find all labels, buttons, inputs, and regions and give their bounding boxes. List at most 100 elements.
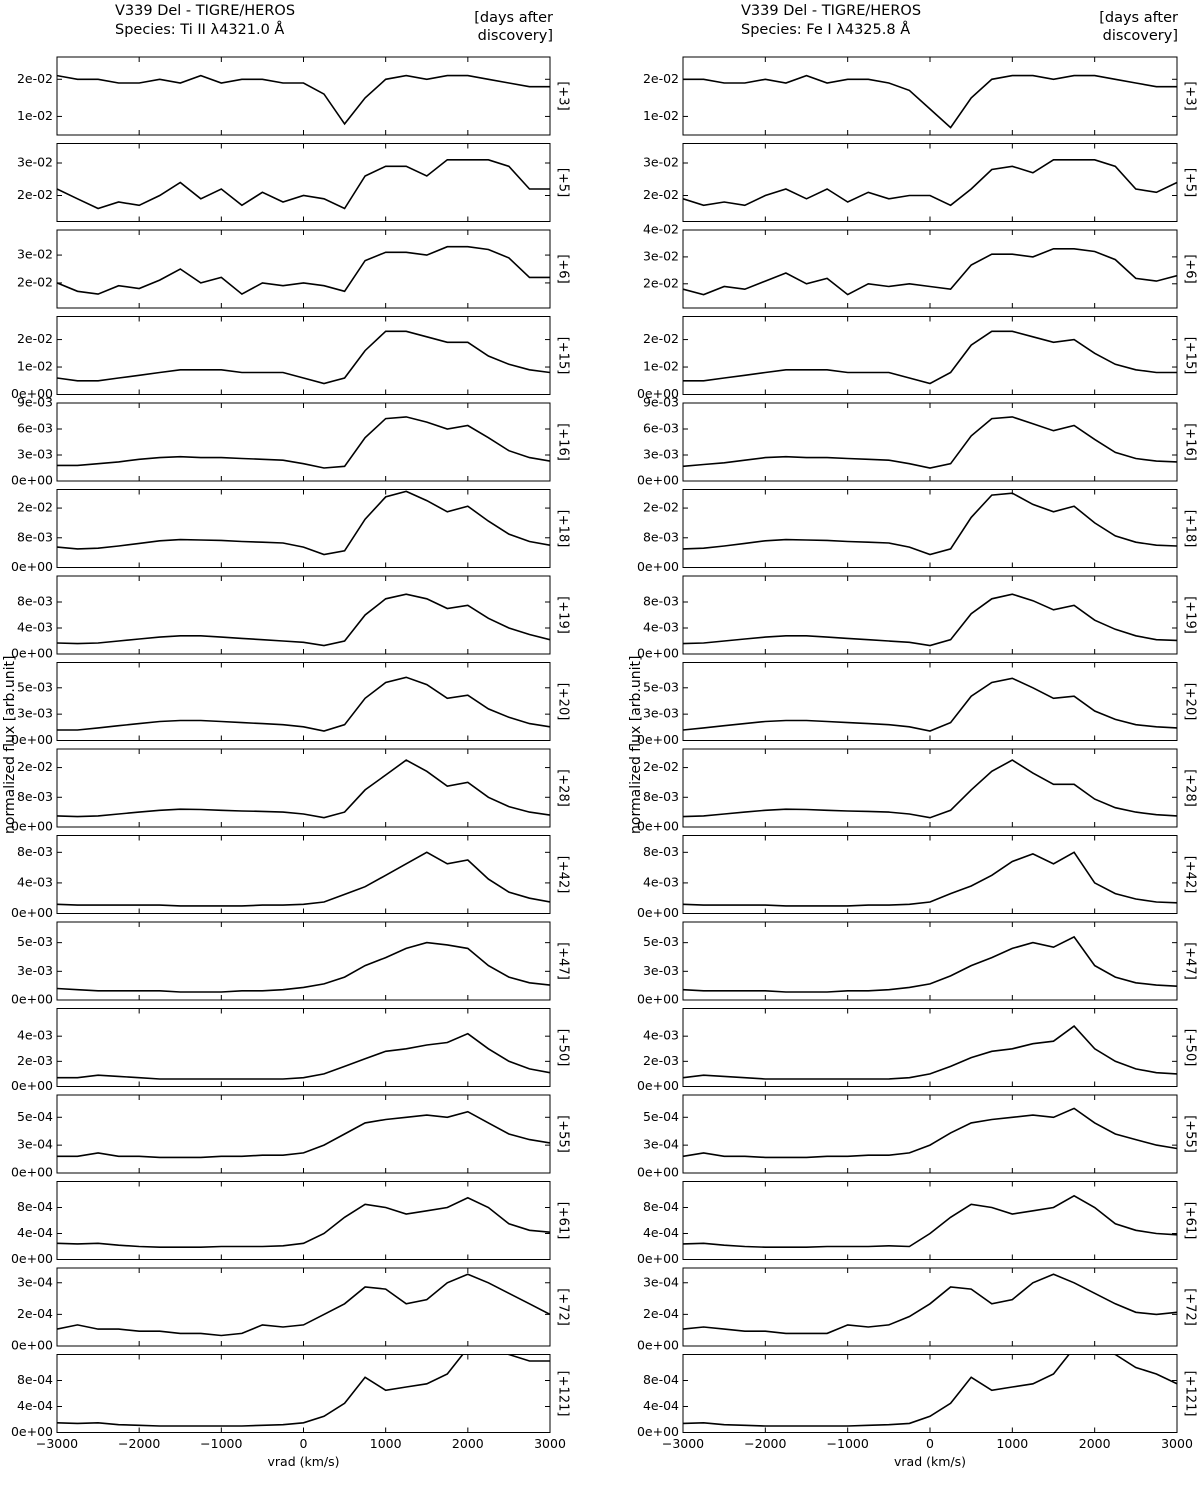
chart-title: V339 Del - TIGRE/HEROS	[741, 3, 921, 19]
annotation: [days after discovery]	[474, 10, 553, 44]
y-tick-label: 0e+00	[11, 386, 53, 401]
spectrum-line	[57, 245, 550, 296]
y-tick-label: 2e-04	[17, 1306, 53, 1321]
spectrum-line	[683, 759, 1177, 819]
panel-label: [+72]	[1183, 1288, 1198, 1326]
y-tick-label: 2e-03	[643, 1053, 679, 1068]
y-tick-label: 3e-03	[17, 447, 53, 462]
y-tick-label: 2e-02	[643, 187, 679, 202]
panel-label: [+61]	[556, 1202, 571, 1240]
panel-label: [+19]	[1183, 596, 1198, 634]
annotation: [days after discovery]	[1099, 10, 1178, 44]
panel-label: [+55]	[1183, 1115, 1198, 1153]
y-tick-label: 4e-04	[17, 1225, 53, 1240]
panel-frame	[682, 662, 1178, 741]
panel-label: [+6]	[556, 254, 571, 283]
spectrum-line	[683, 74, 1177, 129]
panel-label: [+121]	[1183, 1371, 1198, 1417]
x-tick-label: −1000	[827, 1436, 869, 1451]
y-tick-label: 5e-04	[643, 1109, 679, 1124]
y-tick-label: 0e+00	[637, 1165, 679, 1180]
y-tick-label: 2e-03	[17, 1053, 53, 1068]
y-tick-label: 0e+00	[11, 559, 53, 574]
y-tick-label: 2e-02	[17, 331, 53, 346]
spectrum-line	[57, 676, 550, 732]
spectrum-line	[57, 941, 550, 993]
spectrum-line	[683, 593, 1177, 647]
spectrum-line	[683, 159, 1177, 207]
panel-frame	[56, 1181, 551, 1260]
y-tick-label: 1e-02	[17, 359, 53, 374]
y-tick-label: 0e+00	[637, 992, 679, 1007]
panel-frame	[682, 921, 1178, 1001]
spectrum-line	[683, 1273, 1177, 1335]
y-tick-label: 3e-02	[643, 155, 679, 170]
y-tick-label: 4e-03	[17, 1028, 53, 1043]
spectrum-line	[683, 248, 1177, 296]
panel-label: [+72]	[556, 1288, 571, 1326]
spectrum-line	[683, 935, 1177, 993]
y-tick-label: 2e-02	[17, 759, 53, 774]
spectrum-line	[57, 416, 550, 469]
x-tick-label: 0	[926, 1436, 934, 1451]
y-tick-label: 0e+00	[11, 646, 53, 661]
y-tick-label: 2e-02	[17, 500, 53, 515]
y-tick-label: 0e+00	[11, 905, 53, 920]
panel-label: [+19]	[556, 596, 571, 634]
y-tick-label: 2e-02	[17, 187, 53, 202]
y-tick-label: 2e-04	[643, 1306, 679, 1321]
panel-label: [+3]	[1183, 81, 1198, 110]
panel-frame	[682, 748, 1178, 828]
spectrum-line	[57, 330, 550, 385]
panel-frame	[682, 56, 1178, 136]
panel-label: [+16]	[556, 423, 571, 461]
spectrum-line	[683, 851, 1177, 907]
y-tick-label: 8e-03	[643, 789, 679, 804]
y-tick-label: 4e-03	[643, 874, 679, 889]
y-tick-label: 0e+00	[11, 1078, 53, 1093]
spectrum-line	[57, 759, 550, 819]
x-tick-label: 2000	[1079, 1436, 1111, 1451]
panel-label: [+6]	[1183, 254, 1198, 283]
y-tick-label: 2e-02	[17, 274, 53, 289]
y-tick-label: 3e-04	[17, 1274, 53, 1289]
panel-frame	[682, 1181, 1178, 1260]
y-tick-label: 0e+00	[637, 1424, 679, 1439]
y-tick-label: 0e+00	[11, 1424, 53, 1439]
spectrum-line	[57, 159, 550, 210]
panel-frame	[682, 1008, 1178, 1087]
panel-frame	[682, 402, 1178, 482]
panel-frame	[56, 921, 551, 1001]
y-tick-label: 0e+00	[637, 1078, 679, 1093]
y-tick-label: 0e+00	[11, 819, 53, 834]
panel-label: [+121]	[556, 1371, 571, 1417]
panel-label: [+42]	[556, 856, 571, 894]
panel-label: [+47]	[556, 942, 571, 980]
panel-label: [+42]	[1183, 856, 1198, 894]
y-tick-label: 2e-02	[643, 71, 679, 86]
panel-label: [+15]	[1183, 337, 1198, 375]
panel-frame	[56, 1267, 551, 1347]
y-tick-label: 9e-03	[17, 395, 53, 410]
x-tick-label: −2000	[744, 1436, 786, 1451]
spectrum-line	[683, 416, 1177, 469]
y-tick-label: 0e+00	[637, 819, 679, 834]
x-tick-label: −2000	[118, 1436, 160, 1451]
y-tick-label: 4e-03	[643, 1028, 679, 1043]
y-tick-label: 0e+00	[637, 473, 679, 488]
x-tick-label: 0	[300, 1436, 308, 1451]
panel-label: [+28]	[556, 769, 571, 807]
x-axis-label: vrad (km/s)	[268, 1454, 340, 1469]
y-tick-label: 8e-03	[17, 594, 53, 609]
y-tick-label: 5e-03	[17, 934, 53, 949]
y-tick-label: 8e-03	[643, 594, 679, 609]
y-tick-label: 1e-02	[643, 359, 679, 374]
y-tick-label: 2e-02	[17, 71, 53, 86]
y-tick-label: 5e-04	[17, 1109, 53, 1124]
y-tick-label: 0e+00	[637, 1338, 679, 1353]
panel-frame	[56, 402, 551, 482]
panel-label: [+5]	[556, 168, 571, 197]
chart-subtitle: Species: Ti II λ4321.0 Å	[115, 21, 284, 38]
x-tick-label: 3000	[1161, 1436, 1193, 1451]
